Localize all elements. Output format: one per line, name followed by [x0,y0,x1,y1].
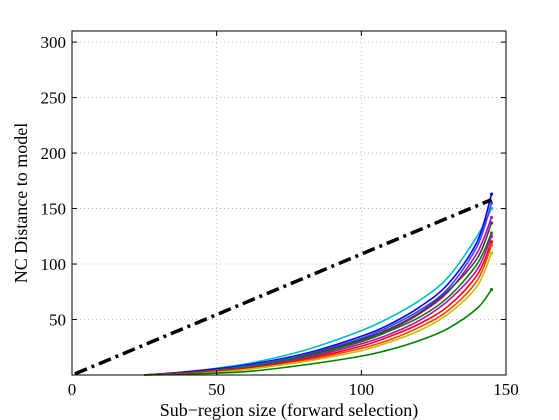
series-8 [144,240,494,376]
ticks: 0 50 100 150 50 100 150 200 250 300 [41,31,519,399]
series-line [144,222,493,376]
series-11 [144,287,494,376]
series-10 [144,251,494,376]
y-tick-label: 300 [41,33,67,52]
series-3 [144,201,494,376]
series-line [144,241,493,376]
series-end-point [489,231,494,235]
x-axis-label: Sub−region size (forward selection) [160,400,419,420]
plot-frame [71,30,507,376]
series-end-point [489,201,494,205]
x-tick-label: 100 [349,380,375,399]
series-end-point [489,215,494,220]
series-line [144,252,493,376]
series-line [144,202,493,376]
series-end-point [489,192,494,196]
x-tick-label: 50 [208,380,225,399]
series-end-point [489,243,494,247]
series-line [144,289,493,376]
x-tick-label: 150 [493,380,519,399]
series-end-point [489,234,494,238]
y-tick-label: 200 [41,144,67,163]
series-line [144,232,493,376]
series-2 [144,192,494,376]
y-tick-label: 100 [41,255,67,274]
series-end-point [489,221,494,225]
series-end-point [489,251,494,255]
reference-line [74,198,493,376]
y-tick-label: 50 [49,311,66,330]
series-line [144,193,493,376]
y-tick-label: 150 [41,200,67,219]
series-end-point [489,240,494,244]
y-axis-label: NC Distance to model [11,123,31,283]
x-tick-label: 0 [68,380,77,399]
series-layer [144,192,494,376]
series-end-point [489,287,494,292]
series-6 [144,231,494,376]
y-tick-label: 250 [41,89,67,108]
grid [72,31,506,375]
